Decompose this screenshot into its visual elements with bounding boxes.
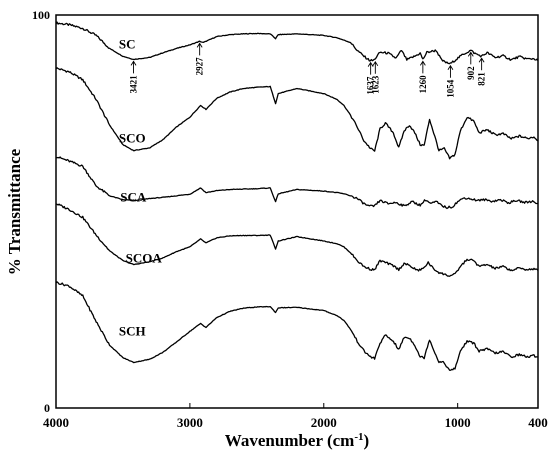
series-label-sc: SC	[119, 36, 136, 51]
series-labels: SC SCO SCA SCOA SCH	[119, 36, 162, 338]
x-tick-label-1000: 1000	[445, 415, 471, 430]
annotation-label-3421: 3421	[129, 75, 139, 94]
annotation-label-1054: 1054	[445, 79, 455, 98]
annotation-arrow-1623	[372, 60, 379, 74]
x-axis-ticks: 4000 3000 2000 1000 400	[43, 403, 548, 430]
y-axis-label: % Transmittance	[5, 148, 24, 275]
annotation-arrow-3421	[130, 60, 137, 74]
annotation-arrow-1637	[367, 61, 374, 75]
annotation-label-902: 902	[466, 66, 476, 80]
y-tick-label-100: 100	[32, 8, 50, 22]
x-axis-label-superscript: -1	[354, 431, 363, 443]
annotation-label-1260: 1260	[418, 75, 428, 94]
x-axis-label-tail: )	[364, 431, 370, 450]
y-tick-label-0: 0	[44, 401, 50, 415]
annotation-label-821: 821	[477, 72, 487, 86]
series-label-sch: SCH	[119, 323, 146, 338]
annotation-arrow-902	[467, 51, 474, 65]
annotation-arrow-2927	[196, 42, 203, 56]
annotation-arrow-1054	[447, 64, 454, 78]
series-line-sca	[55, 156, 539, 210]
x-tick-label-3000: 3000	[177, 415, 203, 430]
x-axis-label: Wavenumber (cm-1)	[225, 431, 369, 450]
x-tick-label-2000: 2000	[311, 415, 337, 430]
y-axis-ticks: 0 100	[32, 8, 50, 415]
series-curves	[55, 21, 539, 371]
annotation-arrow-1260	[419, 60, 426, 74]
plot-frame	[55, 14, 539, 409]
series-label-scoa: SCOA	[126, 251, 163, 266]
x-tick-label-400: 400	[528, 415, 548, 430]
x-tick-label-4000: 4000	[43, 415, 69, 430]
series-label-sco: SCO	[119, 131, 146, 146]
series-line-sco	[55, 67, 539, 160]
series-line-sch	[55, 281, 539, 371]
series-label-sca: SCA	[120, 190, 147, 205]
annotation-label-1623: 1623	[370, 75, 380, 94]
series-line-sc	[55, 21, 539, 65]
annotation-label-2927: 2927	[195, 57, 205, 76]
annotation-label-1637: 1637	[366, 76, 376, 95]
annotation-arrow-821	[478, 57, 485, 71]
series-line-scoa	[55, 203, 539, 277]
